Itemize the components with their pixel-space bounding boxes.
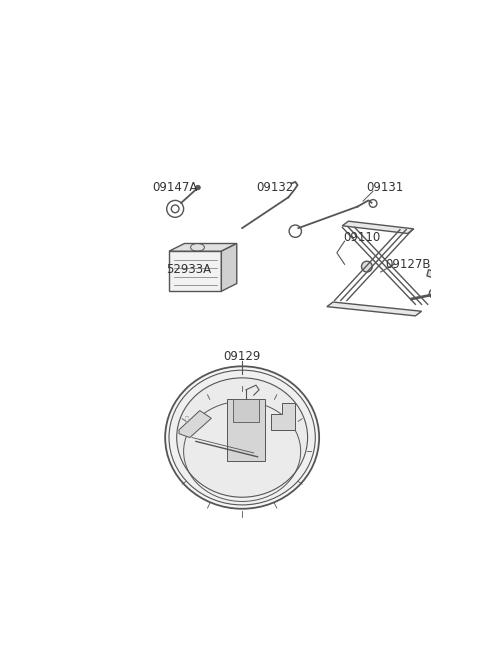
Text: 52933A: 52933A: [166, 263, 211, 276]
Polygon shape: [233, 399, 259, 422]
Ellipse shape: [177, 378, 308, 497]
Polygon shape: [179, 411, 211, 438]
Text: 09129: 09129: [224, 350, 261, 363]
Polygon shape: [169, 251, 221, 291]
Ellipse shape: [165, 366, 319, 509]
Circle shape: [196, 185, 200, 190]
Polygon shape: [427, 270, 452, 283]
Ellipse shape: [169, 370, 315, 505]
Text: 09131: 09131: [366, 181, 403, 194]
Polygon shape: [221, 243, 237, 291]
Circle shape: [361, 261, 372, 272]
Text: ⬜: ⬜: [185, 416, 189, 422]
Text: 09110: 09110: [343, 231, 380, 244]
Polygon shape: [342, 221, 414, 234]
Text: 09127B: 09127B: [385, 258, 431, 271]
Polygon shape: [169, 243, 237, 251]
Text: 09147A: 09147A: [153, 181, 198, 194]
Polygon shape: [227, 399, 265, 461]
Circle shape: [429, 289, 439, 298]
Text: 09132: 09132: [257, 181, 294, 194]
Polygon shape: [327, 302, 421, 316]
Polygon shape: [271, 403, 295, 430]
